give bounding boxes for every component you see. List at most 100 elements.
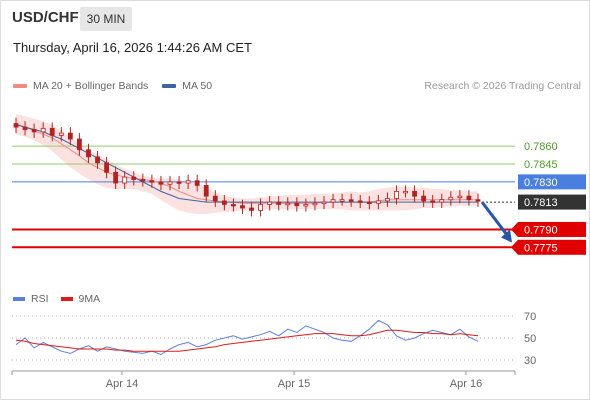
- candle: [285, 197, 291, 211]
- candle: [448, 191, 454, 206]
- candle: [330, 193, 336, 209]
- legend-rsi: RSI: [13, 293, 49, 305]
- candle: [267, 196, 273, 211]
- candle-body: [385, 198, 390, 202]
- candle-body: [158, 181, 164, 185]
- candle: [394, 185, 399, 205]
- level-label-0.7830: 0.7830: [518, 174, 586, 190]
- timeframe-badge[interactable]: 30 MIN: [80, 7, 132, 31]
- candle: [321, 196, 327, 210]
- candle-body: [104, 162, 109, 173]
- candle: [366, 196, 372, 210]
- candle-body: [122, 176, 128, 184]
- candle: [249, 202, 254, 217]
- x-tick-label: Apr 16: [450, 378, 482, 390]
- ma50-swatch: [162, 84, 177, 88]
- rsi-label: RSI: [31, 293, 49, 305]
- price-legend: MA 20 + Bollinger Bands MA 50: [13, 80, 226, 92]
- candle-body: [375, 200, 381, 204]
- candle-body: [267, 201, 273, 205]
- candle-body: [67, 132, 73, 140]
- candle: [412, 185, 417, 203]
- level-box: [518, 174, 586, 190]
- level-label-0.7845: 0.7845: [524, 159, 558, 171]
- level-label-0.7775: 0.7775: [511, 239, 586, 255]
- forecast-arrow-head: [501, 229, 512, 243]
- candle-body: [394, 190, 399, 199]
- candle: [221, 194, 227, 211]
- candle: [140, 173, 146, 187]
- candle-body: [240, 205, 245, 209]
- rsi-swatch: [13, 297, 25, 301]
- candle: [385, 192, 390, 207]
- candle-body: [77, 138, 82, 151]
- candle: [185, 174, 191, 189]
- candle-body: [231, 204, 236, 207]
- ma20-label: MA 20 + Bollinger Bands: [33, 80, 149, 92]
- candle-body: [212, 195, 218, 202]
- candle-body: [167, 181, 173, 185]
- candle: [86, 143, 91, 163]
- candle: [122, 171, 128, 189]
- candle-body: [276, 201, 282, 205]
- copyright-text: Research © 2026 Trading Central: [424, 80, 581, 92]
- candle-body: [403, 190, 408, 194]
- level-text: 0.7813: [524, 197, 558, 209]
- candle: [375, 194, 381, 210]
- level-label-0.7790: 0.7790: [511, 221, 586, 237]
- candle-body: [357, 200, 363, 203]
- rsi-tick-label: 30: [524, 355, 536, 367]
- candle: [457, 190, 463, 204]
- rsi-line: [15, 319, 479, 356]
- candle: [212, 190, 218, 207]
- candle-body: [430, 200, 436, 203]
- candle-body: [185, 180, 191, 184]
- candle-body: [149, 180, 155, 183]
- candle-body: [466, 195, 472, 201]
- candle-body: [258, 204, 263, 211]
- candle-body: [203, 185, 209, 197]
- candle-body: [321, 201, 327, 204]
- candle: [421, 190, 427, 207]
- candle-body: [339, 199, 345, 202]
- candle: [240, 199, 245, 214]
- 9ma-swatch: [60, 297, 73, 301]
- level-box-pointer: [511, 239, 518, 255]
- level-text: 0.7775: [524, 242, 558, 254]
- candle: [194, 174, 200, 192]
- candle: [403, 185, 408, 198]
- candle: [203, 179, 209, 203]
- candle: [67, 127, 73, 145]
- candle-body: [421, 195, 427, 202]
- level-label-0.7860: 0.7860: [524, 141, 558, 153]
- ma20-swatch: [13, 84, 27, 88]
- candle-body: [58, 132, 64, 136]
- candle: [113, 166, 119, 189]
- ma50-line: [15, 124, 478, 203]
- x-tick-label: Apr 15: [278, 378, 310, 390]
- level-text: 0.7845: [524, 159, 558, 171]
- candle: [31, 123, 37, 138]
- candle: [348, 193, 354, 207]
- rsi-tick-label: 50: [524, 333, 536, 345]
- candle-body: [22, 126, 28, 130]
- level-text: 0.7830: [524, 177, 558, 189]
- rsi-9ma-line: [15, 329, 479, 352]
- candle-body: [303, 204, 309, 207]
- level-box: [518, 194, 586, 210]
- legend-9ma: 9MA: [60, 293, 101, 305]
- rsi-tick-label: 70: [524, 311, 536, 323]
- candle: [49, 122, 55, 142]
- level-text: 0.7790: [524, 224, 558, 236]
- candle: [430, 194, 436, 209]
- candle: [40, 122, 46, 138]
- 9ma-label: 9MA: [78, 293, 101, 305]
- rsi-legend: RSI 9MA: [13, 293, 112, 305]
- candle: [104, 156, 109, 179]
- candle-body: [13, 123, 19, 128]
- candle-body: [176, 181, 182, 184]
- candle-body: [249, 207, 254, 211]
- forecast-arrow-shaft: [480, 201, 511, 239]
- candle-body: [194, 180, 200, 186]
